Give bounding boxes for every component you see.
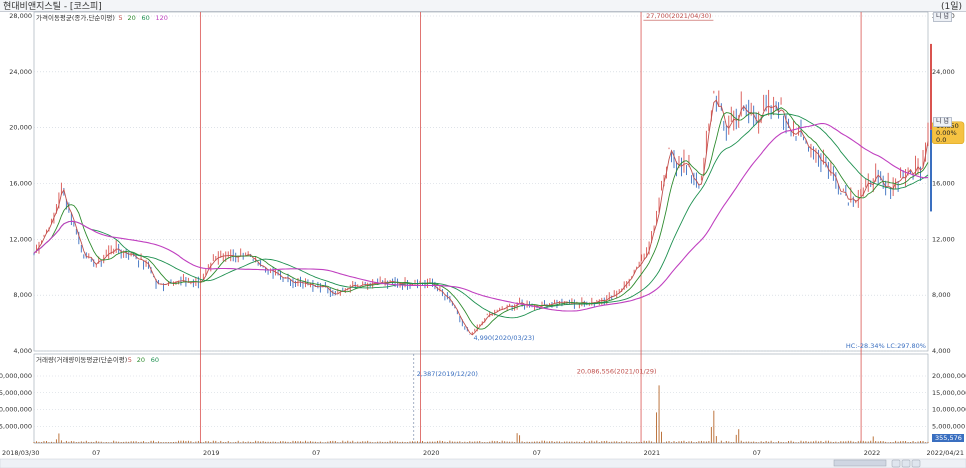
scroll-thumb bbox=[833, 459, 887, 467]
low-annotation: 4,990(2020/03/23) bbox=[473, 334, 534, 342]
volume-legend-ma-20: 20 bbox=[137, 356, 145, 364]
volume-tick-left: 5,000,000 bbox=[0, 422, 32, 430]
price-tick-right: 12,000 bbox=[932, 235, 955, 243]
volume-legend-ma-5: 5 bbox=[128, 356, 132, 364]
price-tick-left: 4,000 bbox=[13, 347, 32, 355]
current-volume-badge bbox=[932, 434, 964, 442]
price-panel-buttons-2[interactable]: 니 넘 bbox=[933, 117, 952, 127]
volume-tick-left: 15,000,000 bbox=[0, 389, 32, 397]
x-axis-label: 2020 bbox=[423, 449, 440, 457]
label-layer: 28,00028,00024,00024,00020,00020,00016,0… bbox=[0, 12, 966, 468]
volume-layer bbox=[33, 385, 929, 443]
search-icon[interactable] bbox=[911, 459, 921, 468]
bottom-toolbar bbox=[0, 458, 966, 468]
x-axis-label: 2019 bbox=[203, 449, 220, 457]
x-axis-label: 2022/04/21 bbox=[927, 449, 964, 457]
current-price-badge-line: 0.00% bbox=[936, 129, 957, 137]
price-panel-buttons[interactable]: 니 넘 bbox=[933, 12, 952, 22]
grid-layer bbox=[33, 11, 929, 444]
price-tick-left: 8,000 bbox=[13, 291, 32, 299]
price-tick-right: 8,000 bbox=[932, 291, 951, 299]
ma-line-5 bbox=[33, 99, 929, 336]
current-volume-value: 355,576 bbox=[935, 434, 962, 442]
period-unit[interactable]: (1일) bbox=[940, 2, 962, 12]
volume-tick-left: 10,000,000 bbox=[0, 406, 32, 414]
price-legend-ma-5: 5 bbox=[119, 14, 123, 22]
price-tick-right: 16,000 bbox=[932, 180, 955, 188]
zoom-in-icon[interactable] bbox=[891, 459, 901, 468]
window-titlebar: 현대비앤지스틸 - [코스피] (1일) bbox=[0, 0, 966, 12]
ma-line-120 bbox=[33, 122, 929, 312]
x-axis-label: 2018/03/30 bbox=[2, 449, 39, 457]
x-axis-label: 2022 bbox=[864, 449, 881, 457]
volume-tick-right: 5,000,000 bbox=[932, 422, 965, 430]
volume-tick-left: 20,000,000 bbox=[0, 372, 32, 380]
volume-tick-right: 20,000,000 bbox=[932, 372, 966, 380]
ma-line-20 bbox=[33, 107, 929, 330]
price-legend-ma-120: 120 bbox=[156, 14, 168, 22]
price-tick-right: 4,000 bbox=[932, 347, 951, 355]
volume-legend-title: 거래량(거래량이동평균(단순이평) bbox=[36, 355, 127, 364]
ma-line-60 bbox=[33, 113, 929, 319]
zoom-out-icon[interactable] bbox=[901, 459, 911, 468]
right-up-strip bbox=[930, 43, 932, 130]
volume-frame bbox=[33, 353, 929, 444]
volume-marker-annotation: 2,387(2019/12/20) bbox=[417, 370, 478, 378]
x-axis-label: 07 bbox=[92, 449, 100, 457]
price-tick-left: 24,000 bbox=[9, 68, 32, 76]
price-tick-left: 28,000 bbox=[9, 12, 32, 20]
x-axis-label: 2021 bbox=[644, 449, 661, 457]
x-axis-label: 07 bbox=[533, 449, 541, 457]
x-axis-label: 07 bbox=[312, 449, 320, 457]
volume-tick-right: 10,000,000 bbox=[932, 406, 966, 414]
price-tick-left: 12,000 bbox=[9, 235, 32, 243]
price-legend-title: 가격이동평균(종가,단순이평) bbox=[36, 13, 115, 22]
current-price-badge-line: 0.0 bbox=[936, 136, 946, 144]
price-tick-right: 24,000 bbox=[932, 68, 955, 76]
volume-tick-right: 15,000,000 bbox=[932, 389, 966, 397]
hc-lc-readout: HC:-28.34% LC:297.80% bbox=[846, 342, 926, 350]
price-tick-left: 16,000 bbox=[9, 180, 32, 188]
price-frame bbox=[33, 11, 929, 352]
price-layer bbox=[33, 89, 929, 336]
volume-peak-annotation: 20,086,556(2021/01/29) bbox=[577, 368, 657, 376]
right-down-strip bbox=[930, 129, 932, 212]
window-title: 현대비앤지스틸 - [코스피] bbox=[3, 2, 102, 12]
price-legend-ma-60: 60 bbox=[142, 14, 150, 22]
price-legend-ma-20: 20 bbox=[128, 14, 136, 22]
price-tick-left: 20,000 bbox=[9, 124, 32, 132]
x-axis-label: 07 bbox=[753, 449, 761, 457]
volume-legend-ma-60: 60 bbox=[151, 356, 159, 364]
high-annotation: 27,700(2021/04/30) bbox=[646, 12, 711, 20]
